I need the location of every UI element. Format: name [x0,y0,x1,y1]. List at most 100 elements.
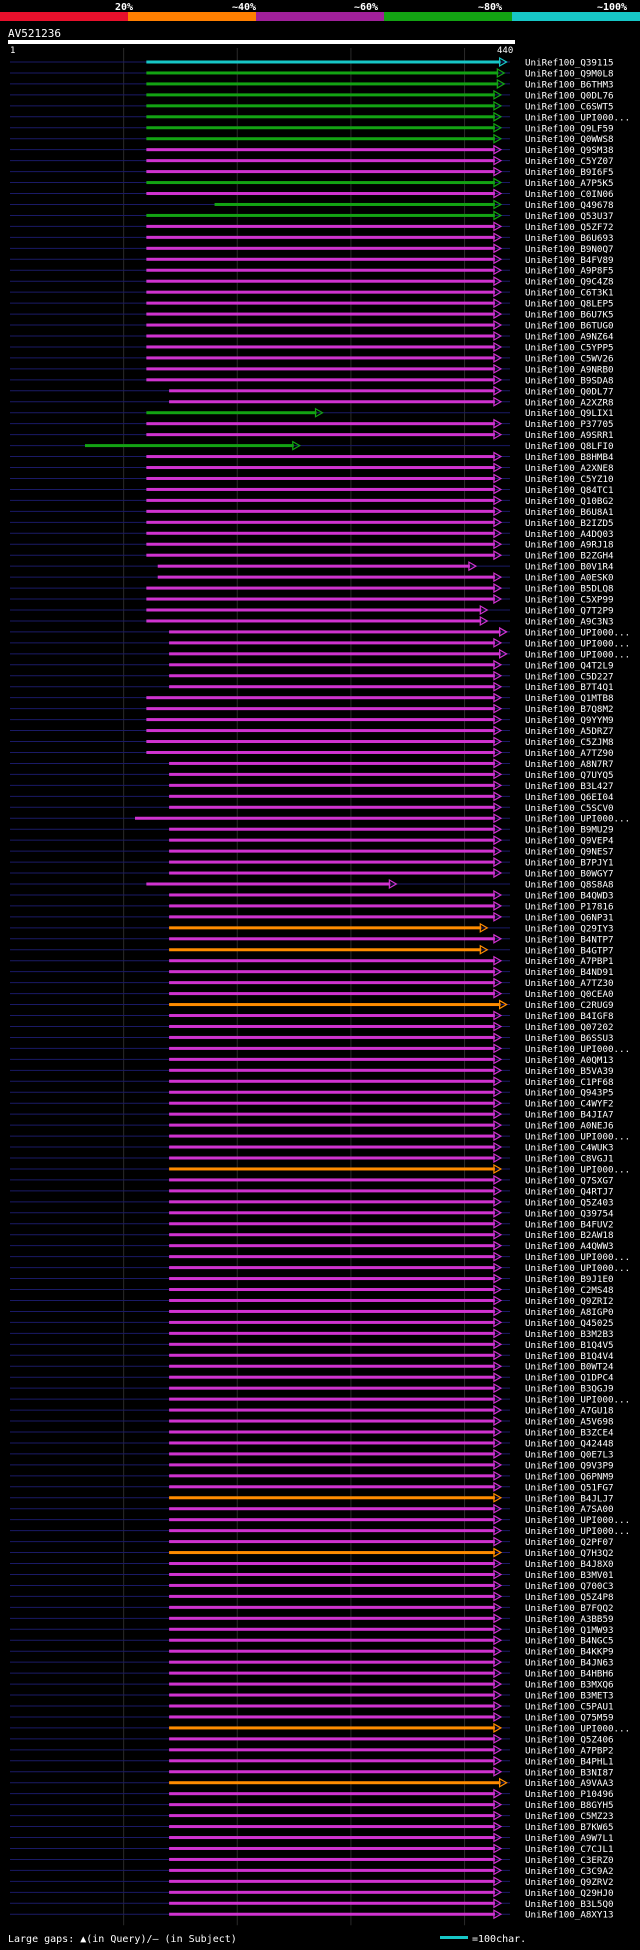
hit-bar[interactable] [146,608,482,612]
hit-row[interactable]: UniRef100_Q9ZRI2 [10,1295,614,1307]
hit-row[interactable]: UniRef100_A9NZ64 [10,330,614,343]
hit-bar[interactable] [146,696,495,700]
hit-bar[interactable] [169,652,501,656]
hit-row[interactable]: UniRef100_UPI000... [10,626,630,638]
hit-label[interactable]: UniRef100_A9RJ18 [525,540,614,551]
hit-label[interactable]: UniRef100_Q5ZF72 [525,222,614,233]
hit-bar[interactable] [169,1594,495,1598]
hit-row[interactable]: UniRef100_C2RUG9 [10,999,614,1011]
hit-label[interactable]: UniRef100_B3NI87 [525,1767,614,1778]
hit-bar[interactable] [169,1507,495,1511]
hit-bar[interactable] [169,772,495,776]
hit-row[interactable]: UniRef100_Q1MW93 [10,1624,614,1636]
hit-label[interactable]: UniRef100_Q4T2L9 [525,660,614,671]
hit-row[interactable]: UniRef100_Q6PNM9 [10,1470,614,1482]
hit-label[interactable]: UniRef100_P37705 [525,419,614,430]
hit-bar[interactable] [169,1145,495,1149]
hit-row[interactable]: UniRef100_B4ND91 [10,966,614,978]
hit-row[interactable]: UniRef100_Q0E7L3 [10,1448,614,1460]
hit-row[interactable]: UniRef100_A0QM13 [10,1054,614,1066]
hit-label[interactable]: UniRef100_B4NGC5 [525,1636,614,1647]
hit-bar[interactable] [169,1846,495,1850]
hit-bar[interactable] [146,520,495,524]
hit-bar[interactable] [169,1616,495,1620]
hit-label[interactable]: UniRef100_UPI000... [525,1395,630,1406]
hit-label[interactable]: UniRef100_Q7UYQ5 [525,770,614,781]
hit-row[interactable]: UniRef100_B3ZCE4 [10,1426,614,1439]
hit-bar[interactable] [169,1496,495,1500]
hit-row[interactable]: UniRef100_Q39115 [10,56,614,69]
hit-row[interactable]: UniRef100_A7GU18 [10,1405,614,1417]
hit-bar[interactable] [169,1485,495,1489]
hit-label[interactable]: UniRef100_A7P5K5 [525,178,614,189]
hit-bar[interactable] [169,1562,495,1566]
hit-label[interactable]: UniRef100_A9NRB0 [525,364,614,375]
hit-row[interactable]: UniRef100_A2XNE8 [10,462,614,474]
hit-bar[interactable] [169,1748,495,1752]
hit-label[interactable]: UniRef100_B4JLJ7 [525,1493,614,1504]
hit-bar[interactable] [169,926,482,930]
hit-label[interactable]: UniRef100_A3BB59 [525,1614,614,1625]
hit-bar[interactable] [169,1320,495,1324]
hit-row[interactable]: UniRef100_B5VA39 [10,1065,614,1077]
hit-row[interactable]: UniRef100_Q39754 [10,1207,614,1219]
hit-row[interactable]: UniRef100_B4JLJ7 [10,1492,614,1504]
hit-row[interactable]: UniRef100_B6SSU3 [10,1032,614,1044]
hit-label[interactable]: UniRef100_C5MZ23 [525,1811,614,1822]
hit-label[interactable]: UniRef100_Q9SM38 [525,145,614,156]
hit-row[interactable]: UniRef100_Q9LIX1 [10,407,614,419]
hit-bar[interactable] [169,783,495,787]
hit-label[interactable]: UniRef100_B6SSU3 [525,1033,614,1044]
hit-label[interactable]: UniRef100_A5V698 [525,1417,614,1428]
hit-label[interactable]: UniRef100_P17816 [525,901,614,912]
hit-label[interactable]: UniRef100_B4QWD3 [525,890,614,901]
hit-bar[interactable] [169,1715,495,1719]
hit-bar[interactable] [169,1759,495,1763]
hit-bar[interactable] [169,1353,495,1357]
hit-label[interactable]: UniRef100_UPI000... [525,1723,630,1734]
hit-bar[interactable] [146,740,495,744]
hit-bar[interactable] [169,1298,495,1302]
hit-row[interactable]: UniRef100_Q9VEP4 [10,835,614,847]
hit-row[interactable]: UniRef100_Q0DL76 [10,89,614,101]
hit-row[interactable]: UniRef100_UPI000... [10,111,630,123]
hit-label[interactable]: UniRef100_Q4RTJ7 [525,1186,614,1197]
hit-row[interactable]: UniRef100_B4PHL1 [10,1755,614,1767]
hit-label[interactable]: UniRef100_Q0DL76 [525,90,614,101]
hit-bar[interactable] [169,1244,495,1248]
hit-label[interactable]: UniRef100_A7GU18 [525,1406,614,1417]
hit-label[interactable]: UniRef100_Q1DPC4 [525,1373,614,1384]
hit-label[interactable]: UniRef100_UPI000... [525,1252,630,1263]
hit-label[interactable]: UniRef100_B3ZCE4 [525,1428,614,1439]
hit-label[interactable]: UniRef100_B1Q4V4 [525,1351,614,1362]
hit-label[interactable]: UniRef100_C6T3K1 [525,288,614,299]
hit-row[interactable]: UniRef100_A7PBP2 [10,1744,614,1756]
hit-bar[interactable] [146,71,499,75]
hit-row[interactable]: UniRef100_Q07202 [10,1021,614,1033]
hit-bar[interactable] [169,1682,495,1686]
hit-row[interactable]: UniRef100_B2AW18 [10,1229,614,1241]
hit-bar[interactable] [169,1189,495,1193]
hit-row[interactable]: UniRef100_Q51FG7 [10,1481,614,1493]
hit-bar[interactable] [169,981,495,985]
hit-row[interactable]: UniRef100_B3MXQ6 [10,1679,614,1691]
hit-label[interactable]: UniRef100_Q9M0L8 [525,68,614,79]
hit-bar[interactable] [169,674,495,678]
hit-bar[interactable] [146,115,495,119]
hit-bar[interactable] [214,202,495,206]
hit-bar[interactable] [85,444,294,448]
hit-row[interactable]: UniRef100_Q7H3Q2 [10,1547,614,1559]
hit-bar[interactable] [169,1375,495,1379]
hit-label[interactable]: UniRef100_Q9ZRI2 [525,1296,614,1307]
hit-label[interactable]: UniRef100_B2IZD5 [525,518,614,529]
hit-bar[interactable] [169,1660,495,1664]
hit-bar[interactable] [169,1868,495,1872]
hit-label[interactable]: UniRef100_Q6EI04 [525,792,614,803]
hit-bar[interactable] [169,1452,495,1456]
hit-row[interactable]: UniRef100_C5WV26 [10,352,614,364]
hit-label[interactable]: UniRef100_Q9ZRV2 [525,1877,614,1888]
hit-row[interactable]: UniRef100_Q4T2L9 [10,659,614,671]
hit-row[interactable]: UniRef100_A0NEJ6 [10,1120,614,1132]
hit-bar[interactable] [169,1649,495,1653]
hit-label[interactable]: UniRef100_B6TUG0 [525,321,614,332]
